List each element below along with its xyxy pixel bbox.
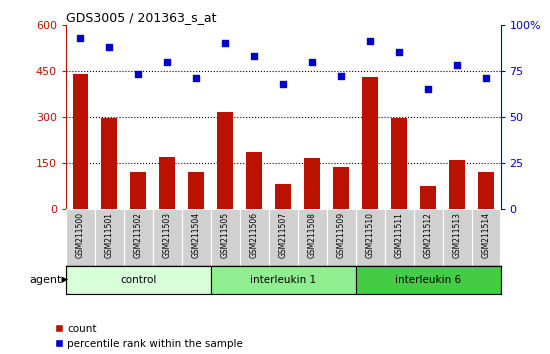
Bar bbox=[102, 118, 117, 209]
Bar bbox=[189, 172, 204, 209]
Legend: count, percentile rank within the sample: count, percentile rank within the sample bbox=[54, 324, 243, 349]
Text: agent: agent bbox=[29, 275, 62, 285]
Bar bbox=[414, 209, 443, 266]
Text: GSM211501: GSM211501 bbox=[105, 212, 114, 258]
Bar bbox=[327, 209, 356, 266]
Point bbox=[482, 75, 491, 81]
Bar bbox=[449, 160, 465, 209]
Text: GSM211511: GSM211511 bbox=[394, 212, 404, 258]
Bar bbox=[304, 158, 320, 209]
Point bbox=[192, 75, 201, 81]
Bar bbox=[211, 266, 356, 294]
Point bbox=[453, 62, 461, 68]
Point bbox=[221, 40, 230, 46]
Text: GSM211509: GSM211509 bbox=[337, 212, 346, 258]
Bar bbox=[471, 209, 500, 266]
Bar bbox=[333, 167, 349, 209]
Point bbox=[163, 59, 172, 64]
Text: GSM211502: GSM211502 bbox=[134, 212, 143, 258]
Bar bbox=[420, 186, 436, 209]
Point bbox=[76, 35, 85, 40]
Text: GSM211513: GSM211513 bbox=[453, 212, 461, 258]
Bar bbox=[66, 209, 95, 266]
Bar bbox=[391, 118, 407, 209]
Bar bbox=[384, 209, 414, 266]
Text: GDS3005 / 201363_s_at: GDS3005 / 201363_s_at bbox=[66, 11, 217, 24]
Bar bbox=[356, 266, 500, 294]
Bar bbox=[356, 209, 384, 266]
Bar bbox=[153, 209, 182, 266]
Text: GSM211508: GSM211508 bbox=[307, 212, 317, 258]
Point bbox=[337, 74, 345, 79]
Point bbox=[279, 81, 288, 86]
Text: GSM211507: GSM211507 bbox=[279, 212, 288, 258]
Point bbox=[308, 59, 317, 64]
Point bbox=[105, 44, 114, 50]
Point bbox=[250, 53, 258, 59]
Bar bbox=[73, 74, 89, 209]
Text: GSM211512: GSM211512 bbox=[424, 212, 433, 258]
Bar bbox=[478, 172, 494, 209]
Text: GSM211504: GSM211504 bbox=[192, 212, 201, 258]
Text: interleukin 6: interleukin 6 bbox=[395, 275, 461, 285]
Bar bbox=[160, 157, 175, 209]
Bar bbox=[211, 209, 240, 266]
Bar bbox=[443, 209, 471, 266]
Point bbox=[395, 50, 404, 55]
Bar bbox=[362, 77, 378, 209]
Text: control: control bbox=[120, 275, 157, 285]
Text: GSM211505: GSM211505 bbox=[221, 212, 230, 258]
Text: GSM211514: GSM211514 bbox=[481, 212, 491, 258]
Bar bbox=[182, 209, 211, 266]
Bar bbox=[130, 172, 146, 209]
Point bbox=[366, 39, 375, 44]
Bar bbox=[298, 209, 327, 266]
Text: GSM211510: GSM211510 bbox=[366, 212, 375, 258]
Bar bbox=[217, 112, 233, 209]
Text: GSM211500: GSM211500 bbox=[76, 212, 85, 258]
Bar bbox=[240, 209, 269, 266]
Bar bbox=[269, 209, 298, 266]
Bar bbox=[66, 266, 211, 294]
Bar bbox=[246, 152, 262, 209]
Point bbox=[134, 72, 143, 77]
Bar bbox=[95, 209, 124, 266]
Text: GSM211506: GSM211506 bbox=[250, 212, 259, 258]
Text: GSM211503: GSM211503 bbox=[163, 212, 172, 258]
Bar bbox=[124, 209, 153, 266]
Point bbox=[424, 86, 432, 92]
Bar bbox=[276, 184, 291, 209]
Text: interleukin 1: interleukin 1 bbox=[250, 275, 316, 285]
